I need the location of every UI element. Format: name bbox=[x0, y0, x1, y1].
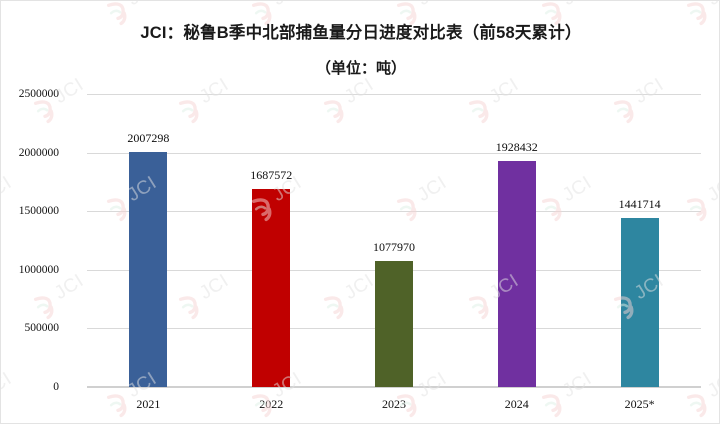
x-axis-tick-label: 2021 bbox=[136, 397, 161, 411]
watermark-logo-icon bbox=[106, 394, 127, 418]
bar-value-label: 2007298 bbox=[127, 130, 170, 145]
gridline bbox=[87, 152, 701, 154]
bar-2024[interactable] bbox=[497, 161, 536, 387]
watermark-logo-icon bbox=[541, 394, 562, 418]
bar-value-label: 1687572 bbox=[250, 168, 293, 183]
chart-subtitle: （单位：吨） bbox=[315, 60, 406, 77]
watermark-text: JCI bbox=[1, 172, 16, 206]
y-axis-tick-label: 2500000 bbox=[18, 88, 59, 100]
bar-value-label: 1077970 bbox=[373, 239, 415, 254]
x-axis-tick-label: 2024 bbox=[504, 397, 529, 411]
watermark-jci: JCI bbox=[1, 160, 38, 228]
chart-title: JCI：秘鲁B季中北部捕鱼量分日进度对比表（前58天累计） bbox=[140, 24, 582, 42]
bar-value-label: 1441714 bbox=[618, 197, 661, 212]
bar-2021[interactable] bbox=[129, 151, 168, 387]
y-axis-tick-label: 1000000 bbox=[18, 263, 59, 276]
y-axis-tick-label: 1500000 bbox=[18, 205, 59, 218]
x-axis-tick-label: 2022 bbox=[259, 397, 284, 411]
axis-baseline bbox=[87, 386, 701, 388]
gridline bbox=[87, 211, 701, 213]
x-axis-tick-label: 2023 bbox=[382, 397, 406, 411]
title-block: JCI：秘鲁B季中北部捕鱼量分日进度对比表（前58天累计） （单位：吨） bbox=[1, 1, 719, 78]
y-axis-tick-label: 0 bbox=[53, 381, 59, 393]
x-axis-tick-label: 2025* bbox=[624, 397, 655, 411]
plot-area: 0 500000 1000000 1500000 2000000 2500000 20072… bbox=[19, 88, 701, 411]
watermark-logo-icon bbox=[686, 394, 707, 418]
bar-2022[interactable] bbox=[252, 189, 291, 387]
watermark-text: JCI bbox=[704, 368, 719, 402]
bar-value-label: 1928432 bbox=[495, 139, 538, 154]
gridline bbox=[87, 94, 701, 95]
watermark-text: JCI bbox=[704, 172, 719, 206]
bar-2023[interactable] bbox=[375, 260, 413, 387]
bar-2025[interactable] bbox=[620, 218, 659, 387]
y-axis-tick-label: 2000000 bbox=[18, 146, 59, 159]
y-axis-tick-label: 500000 bbox=[24, 322, 60, 335]
watermark-logo-icon bbox=[33, 296, 54, 320]
